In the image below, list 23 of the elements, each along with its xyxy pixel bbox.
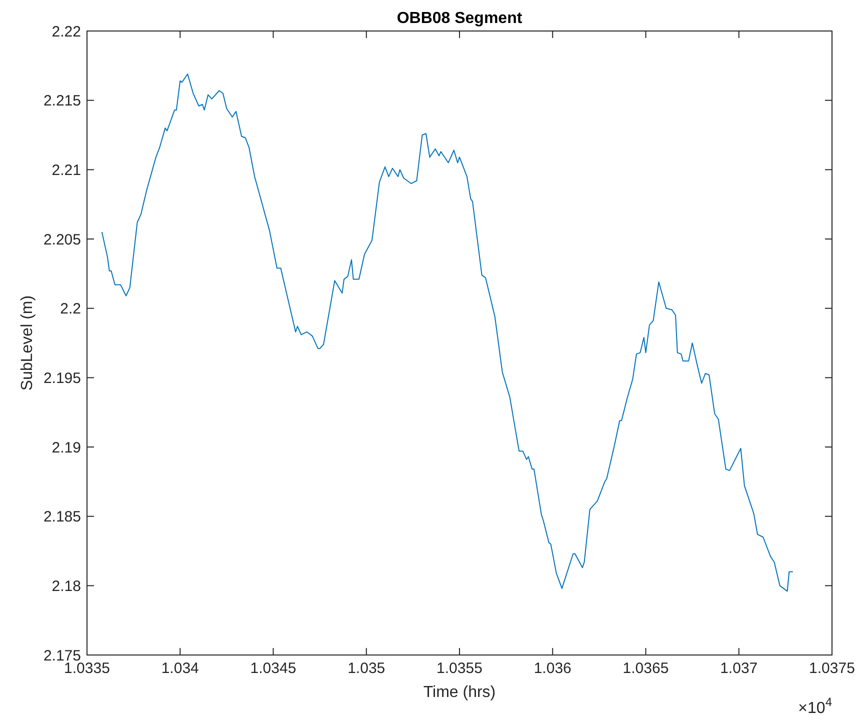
x-axis-title: Time (hrs) [423,684,496,701]
x-tick-label: 1.034 [161,660,199,677]
text: ×10$^{4}$ [798,695,832,717]
x-tick-label: 1.035 [348,660,386,677]
x-tick-label: 1.0365 [622,660,669,677]
chart-title: OBB08 Segment [396,10,523,27]
y-tick-label: 2.21 [52,162,81,179]
y-tick-label: 2.195 [43,370,81,387]
line-series [101,73,794,592]
y-tick-label: 2.19 [52,439,81,456]
y-tick-label: 2.215 [43,92,81,110]
x-tick-label: 1.037 [720,660,758,677]
y-tick-label: 2.2 [60,300,81,318]
x-tick-label: 1.0375 [809,660,855,677]
y-tick-label: 2.18 [52,578,81,595]
y-tick-label: 2.185 [43,508,81,526]
x-tick-label: 1.0335 [64,660,110,677]
x-tick-label: 1.036 [534,660,572,677]
y-tick-label: 2.205 [43,231,81,248]
y-tick-label: 2.22 [52,23,81,40]
x-tick-label: 1.0345 [250,660,296,677]
y-axis-title: SubLevel (m) [19,295,36,391]
x-tick-label: 1.0355 [436,660,482,677]
